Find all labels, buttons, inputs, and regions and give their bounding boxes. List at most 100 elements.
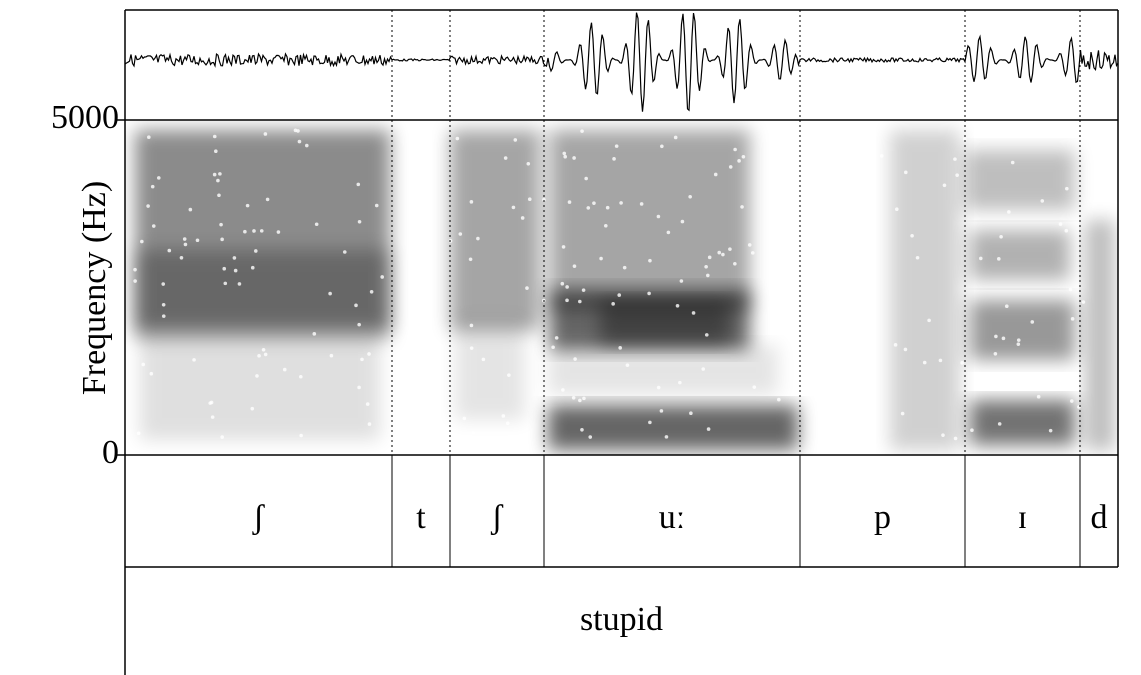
speckle	[741, 154, 746, 159]
speckle	[915, 255, 920, 260]
speckle	[469, 323, 474, 328]
speckle	[501, 414, 506, 418]
spectral-energy	[450, 130, 540, 330]
spectral-energy	[890, 130, 960, 450]
speckle	[586, 206, 591, 210]
speckle	[771, 130, 775, 135]
speckle	[356, 182, 361, 187]
phone-label: ɪ	[1018, 499, 1027, 536]
speckle	[706, 273, 710, 278]
speckle	[673, 135, 678, 140]
spectrogram	[133, 128, 1115, 452]
speckle	[220, 435, 224, 439]
speckle	[938, 358, 943, 363]
spectral-energy	[970, 300, 1075, 360]
speckle	[679, 279, 684, 283]
speckle	[778, 282, 783, 287]
speckle	[218, 172, 222, 176]
spectral-energy	[135, 250, 390, 340]
speckle	[214, 149, 218, 153]
speckle	[314, 222, 319, 227]
frames	[124, 9, 1119, 675]
speckle	[1075, 375, 1079, 380]
speckle	[713, 172, 718, 177]
speckle	[970, 428, 974, 432]
speckle	[721, 252, 725, 257]
speckle	[777, 397, 781, 402]
speckle	[659, 409, 664, 413]
speckle	[503, 156, 508, 160]
speckle	[612, 157, 616, 161]
speckle	[448, 239, 453, 243]
speckle	[357, 322, 361, 327]
speckle	[955, 173, 959, 177]
speckle	[953, 436, 958, 441]
speckle	[962, 137, 967, 141]
speckle	[603, 223, 608, 228]
speckle	[617, 293, 622, 297]
speckle	[561, 388, 565, 392]
speckle	[997, 422, 1002, 426]
speckle	[580, 129, 584, 133]
speckle	[728, 165, 733, 169]
speckle	[526, 162, 531, 166]
speckle	[666, 230, 671, 235]
speckle	[728, 247, 732, 251]
speckle	[367, 422, 372, 426]
speckle	[879, 154, 884, 158]
speckle	[656, 385, 661, 390]
speckle	[263, 132, 268, 136]
speckle	[357, 219, 362, 224]
speckle	[237, 282, 242, 286]
speckle	[253, 249, 258, 253]
speckle	[1064, 228, 1069, 233]
speckle	[688, 194, 692, 199]
speckle	[678, 380, 682, 385]
phone-label: t	[416, 499, 426, 536]
speckle	[1016, 342, 1021, 346]
speckle	[312, 332, 317, 336]
speckle	[1030, 320, 1035, 324]
speckle	[342, 250, 347, 254]
speckle	[733, 261, 737, 266]
speckle	[1070, 399, 1074, 403]
speckle	[1058, 222, 1063, 226]
speckle	[747, 243, 752, 247]
speckle	[167, 248, 172, 253]
speckle	[689, 411, 693, 416]
spectral-energy	[965, 150, 1075, 210]
speckle	[1007, 210, 1011, 214]
speckle	[647, 291, 651, 296]
speckle	[513, 138, 518, 142]
speckle	[942, 183, 947, 188]
spectral-energy	[600, 300, 730, 345]
speckle	[706, 427, 711, 431]
speckle	[296, 129, 300, 133]
speckle	[560, 281, 565, 286]
speckle	[581, 288, 586, 292]
waveform	[124, 12, 1119, 112]
speckle	[580, 427, 584, 432]
speckle	[664, 435, 669, 439]
speckle	[565, 285, 569, 289]
speckle	[622, 265, 627, 270]
speckle	[304, 143, 309, 148]
speckle	[328, 291, 332, 296]
speckle	[468, 257, 473, 262]
spectral-energy	[970, 230, 1070, 280]
y-tick-label: 5000	[51, 99, 119, 136]
speckle	[1010, 160, 1015, 165]
speckle	[471, 431, 475, 435]
speckle	[329, 353, 334, 358]
speckle	[212, 134, 217, 139]
speckle	[243, 229, 247, 234]
speckle	[297, 139, 302, 144]
speckle	[578, 299, 582, 304]
speckle	[740, 205, 744, 209]
speckle	[133, 279, 137, 283]
speckle	[618, 346, 622, 350]
spectral-energy	[970, 400, 1075, 445]
speckle	[219, 222, 223, 227]
speckle	[263, 352, 268, 357]
speckle	[582, 396, 586, 401]
